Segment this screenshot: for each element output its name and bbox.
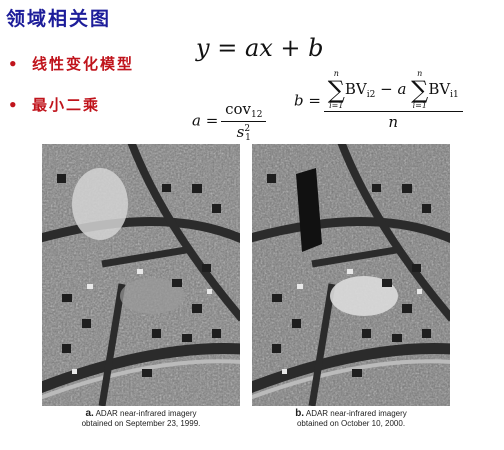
sum-2: n ∑ i=1 bbox=[411, 70, 428, 110]
sum-upper: n bbox=[417, 69, 423, 78]
s-superscript: 2 bbox=[244, 124, 251, 134]
sum-lower: i=1 bbox=[412, 101, 427, 110]
linear-equation: y = ax + b bbox=[196, 34, 324, 62]
bullet-least-squares: • 最小二乘 bbox=[8, 94, 100, 115]
intercept-equals: = bbox=[303, 91, 326, 110]
aerial-image-1999 bbox=[42, 144, 240, 406]
intercept-denominator: n bbox=[323, 111, 463, 131]
slope-equals: = bbox=[200, 111, 224, 130]
caption-image-b: b. ADAR near-infrared imagery obtained o… bbox=[252, 409, 450, 429]
s-subscript: 1 bbox=[245, 133, 251, 143]
page-title: 领域相关图 bbox=[6, 8, 112, 30]
bullet-marker: • bbox=[8, 55, 18, 73]
caption-image-a: a. ADAR near-infrared imagery obtained o… bbox=[42, 409, 240, 429]
bullet-text: 最小二乘 bbox=[32, 96, 101, 114]
sum-1: n ∑ i=1 bbox=[328, 70, 345, 110]
coef-a: a bbox=[397, 80, 407, 98]
eq-y: y bbox=[196, 34, 210, 62]
slope-fraction: cov12 s21 bbox=[221, 100, 267, 143]
intercept-numerator: n ∑ i=1 BVi2 − a n ∑ i=1 BVi1 bbox=[326, 70, 461, 111]
bullet-text: 线性变化模型 bbox=[32, 55, 135, 73]
intercept-lhs: b bbox=[294, 91, 304, 110]
bv-term-2: BV bbox=[428, 80, 451, 98]
cov-subscript: 12 bbox=[250, 110, 263, 120]
slope-denominator: s21 bbox=[221, 121, 267, 143]
sigma-icon: ∑ bbox=[327, 76, 345, 104]
slope-formula: a = cov12 s21 bbox=[192, 100, 267, 143]
caption-line-2: obtained on September 23, 1999. bbox=[81, 419, 201, 428]
intercept-formula: b = n ∑ i=1 BVi2 − a n ∑ i=1 BVi1 n bbox=[294, 70, 463, 131]
sigma-icon: ∑ bbox=[411, 76, 429, 104]
slope-numerator: cov12 bbox=[223, 100, 264, 121]
caption-line-2: obtained on October 10, 2000. bbox=[296, 419, 406, 428]
bullet-marker: • bbox=[8, 96, 18, 114]
eq-x: x bbox=[259, 34, 273, 62]
caption-line-1: b. ADAR near-infrared imagery bbox=[252, 409, 450, 419]
caption-text: ADAR near-infrared imagery bbox=[95, 409, 197, 418]
bullet-linear-model: • 线性变化模型 bbox=[8, 53, 134, 74]
eq-a: a bbox=[244, 34, 260, 62]
bv-term-1: BV bbox=[344, 80, 367, 98]
caption-line-1: a. ADAR near-infrared imagery bbox=[42, 409, 240, 419]
eq-b: b bbox=[308, 34, 324, 62]
bv-subscript-1: i2 bbox=[366, 90, 376, 100]
caption-letter: b. bbox=[295, 408, 305, 419]
slope-lhs: a bbox=[192, 111, 201, 130]
eq-equals: = bbox=[209, 34, 245, 62]
minus-sign: − bbox=[375, 80, 398, 98]
n-text: n bbox=[388, 113, 399, 131]
intercept-fraction: n ∑ i=1 BVi2 − a n ∑ i=1 BVi1 n bbox=[323, 70, 463, 131]
aerial-image-2000 bbox=[252, 144, 450, 406]
sum-lower: i=1 bbox=[329, 101, 344, 110]
caption-letter: a. bbox=[85, 408, 94, 419]
caption-text: ADAR near-infrared imagery bbox=[305, 409, 407, 418]
eq-plus: + bbox=[272, 34, 309, 62]
sum-upper: n bbox=[333, 69, 339, 78]
bv-subscript-2: i1 bbox=[450, 90, 459, 100]
cov-text: cov bbox=[225, 100, 251, 118]
s-text: s bbox=[236, 123, 245, 141]
